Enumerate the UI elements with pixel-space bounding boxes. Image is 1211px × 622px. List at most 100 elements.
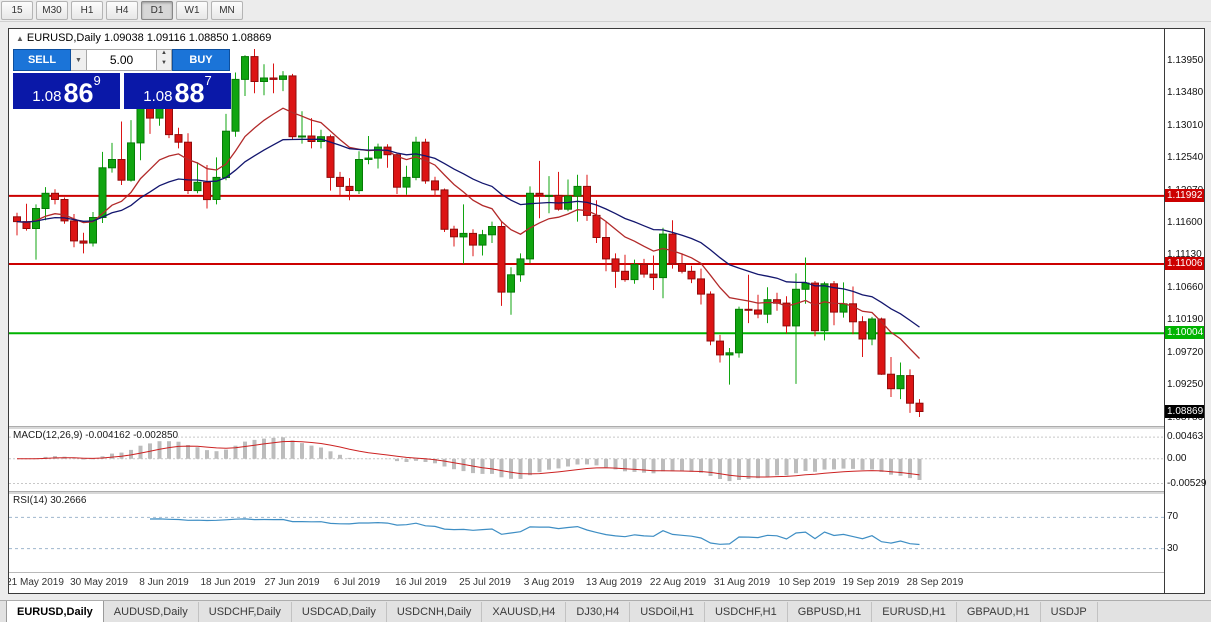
bear-candle (336, 176, 344, 187)
bear-candle (250, 56, 259, 82)
rsi-line (149, 518, 920, 546)
chart-tab-gbpusd-h1[interactable]: GBPUSD,H1 (787, 602, 873, 622)
rsi-axis-label: 30 (1167, 543, 1179, 554)
price-axis-label: 1.10190 (1167, 314, 1204, 325)
date-axis-label: 16 Jul 2019 (395, 577, 447, 588)
bear-candle (678, 263, 686, 272)
bear-candle (640, 263, 648, 275)
bear-candle (716, 340, 724, 356)
date-axis-label: 19 Sep 2019 (842, 577, 900, 588)
bear-candle (393, 154, 401, 188)
bear-candle (79, 240, 88, 244)
bull-candle (127, 142, 135, 181)
hline-price-tag: 1.11992 (1165, 189, 1204, 202)
timeframe-button-W1[interactable]: W1 (176, 1, 208, 20)
buy-button[interactable]: BUY (172, 49, 230, 71)
chart-tab-usdoil-h1[interactable]: USDOil,H1 (630, 602, 705, 622)
timeframe-button-H4[interactable]: H4 (106, 1, 138, 20)
date-axis-label: 10 Sep 2019 (778, 577, 836, 588)
buy-price-display[interactable]: 1.08 88 7 (124, 73, 231, 109)
price-axis-label: 1.11130 (1167, 249, 1202, 260)
chart-tab-gbpaud-h1[interactable]: GBPAUD,H1 (956, 602, 1041, 622)
sell-price-point: 9 (93, 73, 101, 88)
bear-candle (535, 192, 544, 196)
bear-candle (668, 233, 677, 265)
bull-candle (459, 232, 468, 238)
bull-candle (820, 283, 829, 332)
macd-label: MACD(12,26,9) -0.004162 -0.002850 (13, 430, 179, 441)
chart-tab-bar: EURUSD,Daily AUDUSD,Daily USDCHF,Daily USDC… (0, 600, 1211, 622)
macd-name: MACD(12,26,9) (13, 430, 83, 441)
chart-tab-usdchf-h1[interactable]: USDCHF,H1 (704, 602, 788, 622)
bear-candle (431, 180, 439, 191)
bear-candle (811, 282, 819, 332)
rsi-name: RSI(14) (13, 495, 48, 506)
timeframe-button-D1[interactable]: D1 (141, 1, 173, 20)
bear-candle (621, 270, 629, 281)
chart-tab-xauusd-h4[interactable]: XAUUSD,H4 (482, 602, 567, 622)
bear-candle (906, 375, 914, 404)
date-axis-label: 18 Jun 2019 (200, 577, 256, 588)
pane-splitter[interactable] (9, 491, 1164, 494)
rsi-label: RSI(14) 30.2666 (13, 495, 87, 506)
trade-prices-row: 1.08 86 9 1.08 88 7 (13, 73, 233, 109)
bull-candle (478, 234, 487, 246)
pane-splitter[interactable] (9, 426, 1164, 429)
volume-dropdown-icon[interactable]: ▼ (71, 49, 87, 71)
bull-candle (630, 263, 639, 281)
date-axis-label: 25 Jul 2019 (459, 577, 511, 588)
price-axis-label: 1.12540 (1167, 152, 1204, 163)
date-axis-label: 22 Aug 2019 (649, 577, 707, 588)
chart-tab-usdcnh-daily[interactable]: USDCNH,Daily (386, 602, 483, 622)
sell-price-base: 1.08 (32, 88, 62, 105)
bull-candle (32, 208, 40, 229)
sell-button[interactable]: SELL (13, 49, 71, 71)
trade-controls-row: SELL ▼ 5.00 ▲ ▼ BUY (13, 49, 233, 71)
timeframe-button-H1[interactable]: H1 (71, 1, 103, 20)
bear-candle (469, 232, 477, 246)
bear-candle (649, 273, 658, 279)
volume-decrement-icon[interactable]: ▼ (161, 60, 167, 66)
bull-candle (763, 299, 772, 315)
chart-tab-usdjp[interactable]: USDJP (1040, 602, 1098, 622)
timeframe-button-M30[interactable]: M30 (36, 1, 68, 20)
chart-tab-eurusd-daily[interactable]: EURUSD,Daily (6, 601, 104, 622)
hline-price-tag: 1.11006 (1165, 257, 1204, 270)
chart-ohlc-values: 1.09038 1.09116 1.08850 1.08869 (103, 32, 272, 44)
bull-candle (298, 135, 306, 138)
chart-symbol-icon: ▲ (16, 34, 24, 43)
chart-tab-audusd-daily[interactable]: AUDUSD,Daily (103, 602, 199, 622)
price-axis-label: 1.13480 (1167, 87, 1204, 98)
timeframe-button-15[interactable]: 15 (1, 1, 33, 20)
chart-tab-usdcad-daily[interactable]: USDCAD,Daily (291, 602, 387, 622)
bull-candle (735, 308, 743, 354)
bear-candle (70, 220, 78, 242)
bull-candle (98, 167, 107, 219)
buy-price-base: 1.08 (143, 88, 173, 105)
bear-candle (174, 134, 183, 143)
bull-candle (801, 282, 810, 290)
price-chart-pane (9, 49, 1164, 417)
macd-value-main: -0.004162 (85, 430, 131, 441)
bull-candle (896, 375, 905, 390)
bull-candle (212, 176, 221, 200)
macd-indicator-pane (9, 436, 1164, 484)
date-axis-label: 27 Jun 2019 (264, 577, 320, 588)
bear-candle (288, 75, 297, 138)
current-price-tag: 1.08869 (1165, 405, 1204, 418)
volume-increment-icon[interactable]: ▲ (161, 50, 167, 56)
volume-input[interactable]: 5.00 (87, 49, 157, 71)
bull-candle (241, 56, 249, 80)
macd-axis-label: 0.00463 (1167, 431, 1204, 442)
bull-candle (507, 274, 515, 293)
bear-candle (117, 159, 126, 181)
chart-tab-dj30-h4[interactable]: DJ30,H4 (566, 602, 631, 622)
buy-price-pips: 88 (174, 78, 205, 108)
chart-tab-eurusd-h1[interactable]: EURUSD,H1 (872, 602, 957, 622)
bull-candle (412, 141, 420, 178)
timeframe-button-MN[interactable]: MN (211, 1, 243, 20)
sell-price-display[interactable]: 1.08 86 9 (13, 73, 120, 109)
chart-tab-usdchf-daily[interactable]: USDCHF,Daily (198, 602, 292, 622)
chart-title: ▲ EURUSD,Daily 1.09038 1.09116 1.08850 1.… (13, 31, 275, 45)
